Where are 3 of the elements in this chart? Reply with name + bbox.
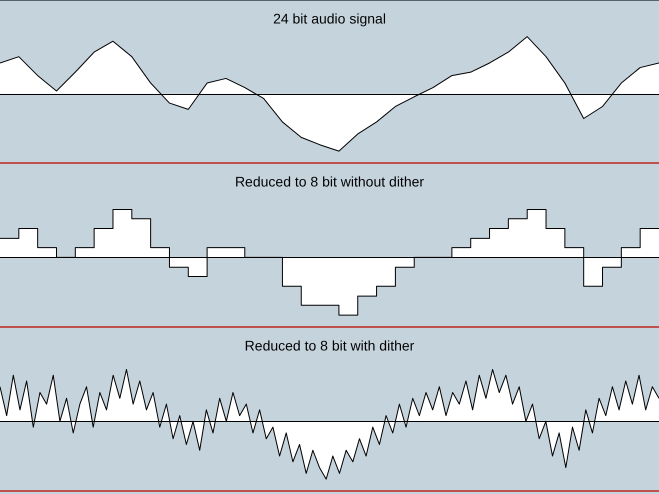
chart-title: Reduced to 8 bit with dither bbox=[244, 337, 415, 354]
chart-title: Reduced to 8 bit without dither bbox=[234, 173, 424, 190]
chart-title: 24 bit audio signal bbox=[273, 10, 386, 26]
